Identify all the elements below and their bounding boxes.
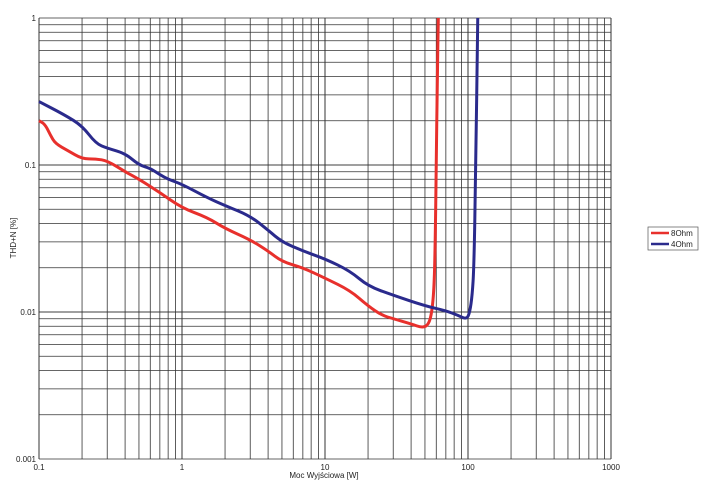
x-tick-label: 100 — [461, 463, 475, 472]
tick-labels: 0.1 1 10 100 1000 0.001 0.01 0.1 1 — [16, 14, 620, 472]
series-line-8ohm — [38, 17, 440, 329]
y-tick-label: 0.1 — [25, 161, 37, 170]
legend: 8Ohm 4Ohm — [647, 226, 699, 251]
y-tick-label: 0.01 — [20, 308, 36, 317]
y-tick-label: 1 — [32, 14, 37, 23]
series-lines — [38, 17, 480, 329]
y-tick-label: 0.001 — [16, 455, 37, 464]
x-tick-label: 1 — [180, 463, 185, 472]
x-axis-label: Moc Wyjściowa [W] — [289, 471, 358, 480]
series-line-4ohm — [38, 17, 480, 320]
x-tick-label: 1000 — [602, 463, 620, 472]
y-axis-label: THD+N [%] — [9, 218, 18, 259]
x-tick-label: 10 — [321, 463, 330, 472]
x-tick-label: 0.1 — [33, 463, 45, 472]
legend-label-4ohm: 4Ohm — [671, 240, 693, 249]
legend-label-8ohm: 8Ohm — [671, 229, 693, 238]
grid — [38, 17, 612, 460]
